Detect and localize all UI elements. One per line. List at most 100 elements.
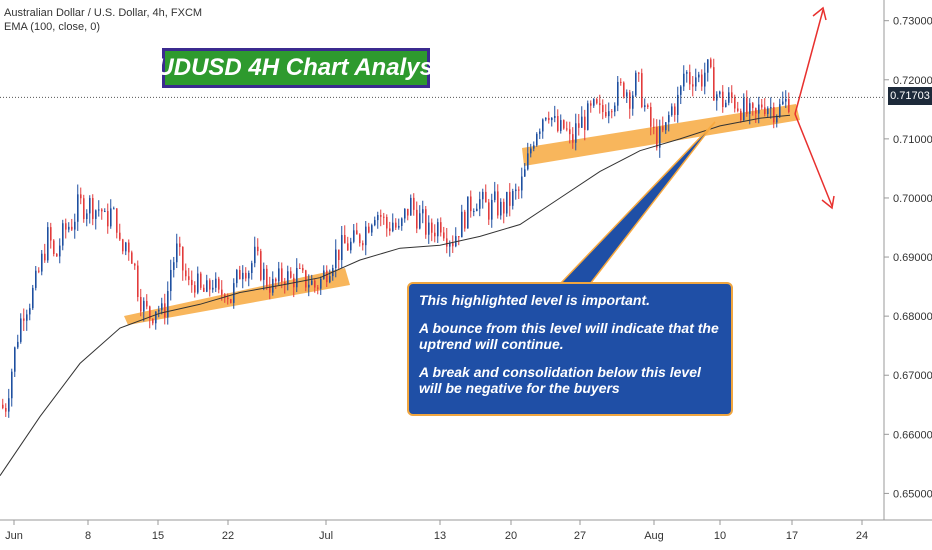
candle-body	[50, 227, 52, 241]
candle-body	[230, 299, 232, 303]
candle-body	[98, 209, 100, 211]
chart-header: Australian Dollar / U.S. Dollar, 4h, FXC…	[4, 6, 202, 34]
candle-body	[686, 72, 688, 74]
candle-body	[737, 108, 739, 111]
candle-body	[302, 268, 304, 271]
candle-body	[659, 126, 661, 148]
candle-body	[218, 278, 220, 290]
candle-body	[776, 115, 778, 123]
candle-body	[488, 202, 490, 220]
candle-body	[575, 123, 577, 143]
candle-body	[437, 222, 439, 237]
candle-body	[509, 191, 511, 206]
candle-body	[683, 73, 685, 87]
candle-body	[539, 131, 541, 134]
candle-body	[389, 228, 391, 232]
candle-body	[152, 318, 154, 324]
callout-line-2: A bounce from this level will indicate t…	[419, 320, 719, 352]
bullish-arrow-line	[794, 9, 824, 115]
candle-body	[149, 306, 151, 319]
candle-body	[233, 283, 235, 303]
candle-body	[644, 105, 646, 108]
candle-body	[632, 95, 634, 109]
candle-body	[764, 107, 766, 115]
x-tick-label: 8	[85, 530, 91, 542]
candle-body	[29, 308, 31, 315]
candle-body	[173, 262, 175, 270]
candle-body	[377, 215, 379, 221]
candle-body	[323, 270, 325, 279]
candle-body	[227, 297, 229, 300]
candle-body	[779, 104, 781, 116]
candle-body	[611, 111, 613, 113]
candle-body	[68, 226, 70, 230]
candle-body	[449, 243, 451, 247]
candle-body	[197, 273, 199, 293]
candle-body	[362, 243, 364, 246]
candle-body	[359, 234, 361, 244]
candle-body	[623, 82, 625, 97]
candle-body	[275, 278, 277, 282]
candle-body	[95, 210, 97, 219]
candle-body	[335, 249, 337, 268]
candle-body	[92, 198, 94, 219]
candle-body	[47, 227, 49, 261]
candle-body	[320, 278, 322, 289]
candle-body	[515, 189, 517, 192]
candle-body	[716, 94, 718, 101]
candle-body	[479, 199, 481, 209]
candle-body	[752, 103, 754, 109]
candle-body	[239, 270, 241, 280]
candle-body	[398, 225, 400, 228]
candle-body	[44, 253, 46, 261]
candle-body	[257, 246, 259, 252]
candle-body	[131, 252, 133, 264]
candle-body	[20, 318, 22, 342]
candle-body	[452, 243, 454, 247]
candle-body	[554, 116, 556, 118]
candle-body	[395, 222, 397, 228]
candle-body	[725, 102, 727, 108]
y-tick-label: 0.72000	[893, 75, 932, 87]
candle-body	[110, 208, 112, 227]
candle-body	[221, 289, 223, 295]
candle-body	[746, 98, 748, 114]
callout-line-3: A break and consolidation below this lev…	[419, 364, 701, 396]
candle-body	[536, 133, 538, 146]
candle-body	[338, 249, 340, 260]
candle-body	[671, 106, 673, 116]
candle-body	[755, 108, 757, 114]
candle-body	[695, 77, 697, 87]
candle-body	[596, 99, 598, 104]
candle-body	[185, 270, 187, 277]
candle-body	[647, 105, 649, 107]
candle-body	[299, 268, 301, 270]
candle-body	[674, 106, 676, 115]
current-price-tag: 0.71703	[888, 87, 932, 105]
candle-body	[245, 272, 247, 279]
candle-body	[191, 279, 193, 286]
candle-body	[263, 268, 265, 280]
candle-body	[200, 273, 202, 288]
candle-body	[128, 242, 130, 253]
candle-body	[11, 371, 13, 399]
candle-body	[626, 92, 628, 97]
candle-body	[71, 226, 73, 230]
candle-body	[236, 270, 238, 284]
candle-body	[407, 208, 409, 216]
candle-body	[473, 211, 475, 213]
candle-body	[767, 108, 769, 115]
candle-body	[188, 276, 190, 280]
candle-body	[314, 280, 316, 288]
indicator-line: EMA (100, close, 0)	[4, 21, 100, 33]
x-tick-label: Jul	[319, 530, 333, 542]
candle-body	[251, 263, 253, 273]
candle-body	[254, 246, 256, 264]
candle-body	[692, 84, 694, 87]
candle-body	[416, 209, 418, 229]
y-tick-label: 0.68000	[893, 311, 932, 323]
candle-body	[491, 199, 493, 220]
candle-body	[428, 222, 430, 235]
callout-line-1: This highlighted level is important.	[419, 292, 651, 308]
candle-body	[311, 280, 313, 285]
